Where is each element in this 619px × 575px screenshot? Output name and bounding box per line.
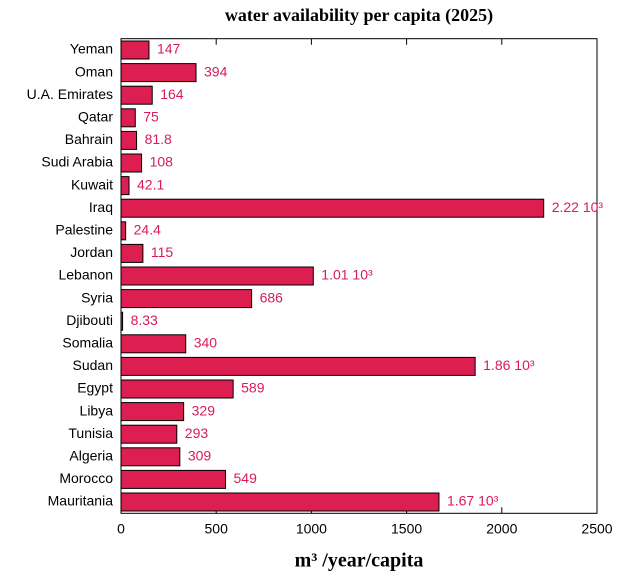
y-tick-label: Egypt <box>77 380 113 396</box>
y-tick-label: Kuwait <box>71 176 113 192</box>
value-label: 394 <box>204 63 228 79</box>
x-tick-label: 500 <box>205 521 229 537</box>
value-label: 1.67 10³ <box>447 493 499 509</box>
y-tick-label: Oman <box>75 63 113 79</box>
bar <box>120 198 545 218</box>
bar <box>120 447 181 467</box>
bar <box>120 289 253 309</box>
value-label: 164 <box>160 86 184 102</box>
x-axis-label: m³ /year/capita <box>295 550 424 572</box>
y-tick-label: Sudi Arabia <box>41 154 113 170</box>
y-tick-label: Bahrain <box>65 131 113 147</box>
bar <box>120 40 150 60</box>
value-label: 42.1 <box>137 176 164 192</box>
value-label: 293 <box>185 425 209 441</box>
bar <box>120 266 314 286</box>
bar <box>120 424 178 444</box>
x-tick-label: 2000 <box>486 521 517 537</box>
y-tick-label: Palestine <box>55 222 113 238</box>
x-tick-label: 1000 <box>296 521 327 537</box>
value-label: 1.01 10³ <box>321 267 373 283</box>
bar <box>120 334 187 354</box>
x-tick-label: 2500 <box>581 521 612 537</box>
y-tick-label: Syria <box>81 289 113 305</box>
bar <box>120 311 124 331</box>
value-label: 108 <box>150 154 174 170</box>
bar <box>120 469 227 489</box>
y-tick-label: Algeria <box>69 448 113 464</box>
bar <box>120 153 143 173</box>
y-tick-label: Lebanon <box>58 267 113 283</box>
value-label: 309 <box>188 448 212 464</box>
y-tick-label: Qatar <box>78 109 113 125</box>
value-label: 8.33 <box>131 312 158 328</box>
value-label: 75 <box>143 109 159 125</box>
x-tick-label: 0 <box>117 521 125 537</box>
value-label: 329 <box>192 402 216 418</box>
y-tick-label: Sudan <box>73 357 113 373</box>
y-tick-label: Libya <box>80 402 114 418</box>
bar <box>120 492 440 512</box>
y-tick-label: U.A. Emirates <box>27 86 113 102</box>
value-label: 686 <box>260 289 284 305</box>
y-tick-label: Tunisia <box>68 425 113 441</box>
value-label: 340 <box>194 335 218 351</box>
y-tick-label: Djibouti <box>66 312 113 328</box>
bar <box>120 356 476 376</box>
bar <box>120 243 144 263</box>
y-tick-label: Somalia <box>62 335 113 351</box>
value-label: 24.4 <box>134 222 161 238</box>
bar <box>120 108 136 128</box>
y-tick-label: Yeman <box>70 41 113 57</box>
bar <box>120 85 153 105</box>
value-label: 1.86 10³ <box>483 357 535 373</box>
value-label: 81.8 <box>145 131 172 147</box>
bar <box>120 379 234 399</box>
y-tick-label: Morocco <box>59 470 113 486</box>
value-label: 589 <box>241 380 265 396</box>
bar <box>120 402 185 422</box>
chart-title: water availability per capita (2025) <box>225 5 493 26</box>
bar <box>120 221 127 241</box>
bar <box>120 130 138 150</box>
value-label: 2.22 10³ <box>552 199 604 215</box>
bar <box>120 63 197 83</box>
value-label: 147 <box>157 41 181 57</box>
bar <box>120 176 130 196</box>
y-tick-label: Iraq <box>89 199 113 215</box>
y-tick-label: Jordan <box>70 244 113 260</box>
y-tick-label: Mauritania <box>48 493 114 509</box>
x-tick-label: 1500 <box>391 521 422 537</box>
value-label: 115 <box>151 244 174 260</box>
value-label: 549 <box>234 470 258 486</box>
